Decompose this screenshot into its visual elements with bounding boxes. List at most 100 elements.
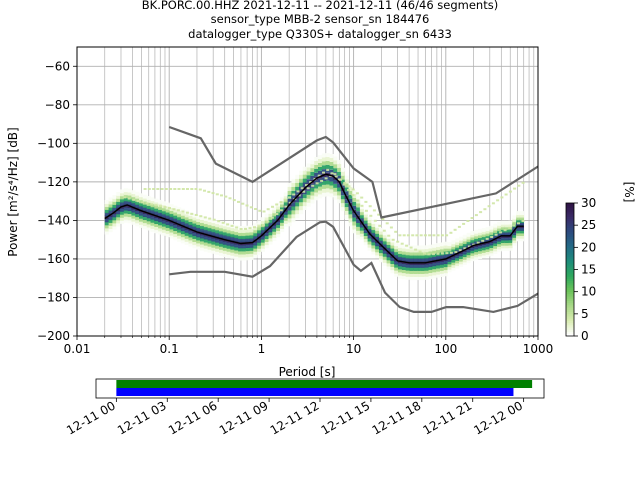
y-tick-label: −140 bbox=[37, 213, 70, 227]
colorbar-segment bbox=[566, 211, 574, 215]
heatmap-cell bbox=[382, 252, 387, 257]
heatmap-cell bbox=[112, 207, 117, 212]
heatmap-cell bbox=[173, 224, 178, 228]
heatmap-cell bbox=[462, 245, 467, 250]
heatmap-cell bbox=[428, 250, 433, 255]
heatmap-faint-cell bbox=[513, 187, 517, 190]
heatmap-faint-cell bbox=[324, 177, 328, 180]
heatmap-cell bbox=[257, 232, 262, 237]
heatmap-cell bbox=[295, 190, 300, 195]
heatmap-cell bbox=[302, 182, 307, 187]
heatmap-cell bbox=[367, 234, 372, 239]
heatmap-cell bbox=[485, 229, 490, 234]
heatmap-cell bbox=[165, 208, 170, 213]
heatmap-cell bbox=[337, 167, 342, 172]
heatmap-cell bbox=[382, 240, 387, 245]
heatmap-faint-cell bbox=[381, 218, 385, 220]
heatmap-cell bbox=[158, 199, 163, 204]
heatmap-cell bbox=[382, 234, 387, 239]
heatmap-cell bbox=[253, 253, 258, 258]
heatmap-cell bbox=[459, 244, 464, 249]
heatmap-cell bbox=[150, 203, 155, 208]
heatmap-cell bbox=[180, 233, 185, 238]
heatmap-cell bbox=[272, 224, 277, 229]
heatmap-cell bbox=[329, 185, 334, 190]
heatmap-cell bbox=[417, 248, 422, 253]
timeline-tick-label: 12-11 21 bbox=[421, 398, 475, 437]
heatmap-cell bbox=[401, 272, 406, 277]
heatmap-faint-cell bbox=[499, 231, 503, 234]
heatmap-cell bbox=[234, 237, 239, 242]
heatmap-cell bbox=[253, 223, 258, 228]
heatmap-cell bbox=[283, 210, 288, 215]
heatmap-cell bbox=[104, 212, 109, 217]
heatmap-faint-cell bbox=[400, 242, 404, 245]
heatmap-cell bbox=[325, 176, 330, 181]
heatmap-cell bbox=[120, 198, 125, 203]
heatmap-cell bbox=[470, 241, 475, 246]
heatmap-cell bbox=[478, 249, 483, 254]
heatmap-faint-cell bbox=[199, 215, 203, 218]
heatmap-faint-cell bbox=[241, 202, 245, 205]
heatmap-faint-cell bbox=[141, 201, 145, 204]
heatmap-cell bbox=[219, 227, 224, 232]
heatmap-cell bbox=[108, 209, 113, 214]
heatmap-cell bbox=[272, 227, 277, 232]
heatmap-cell bbox=[519, 237, 524, 242]
heatmap-cell bbox=[314, 188, 319, 193]
heatmap-faint-cell bbox=[369, 214, 373, 217]
heatmap-cell bbox=[325, 180, 330, 185]
colorbar-segment bbox=[566, 273, 574, 277]
heatmap-cell bbox=[215, 229, 220, 234]
heatmap-cell bbox=[127, 197, 132, 202]
heatmap-cell bbox=[451, 256, 456, 260]
heatmap-cell bbox=[260, 229, 265, 234]
heatmap-cell bbox=[428, 266, 433, 270]
heatmap-cell bbox=[219, 230, 224, 235]
heatmap-cell bbox=[177, 213, 182, 218]
heatmap-cell bbox=[394, 248, 399, 253]
heatmap-cell bbox=[173, 208, 178, 213]
heatmap-cell bbox=[386, 235, 391, 239]
heatmap-cell bbox=[222, 243, 227, 248]
heatmap-cell bbox=[318, 178, 323, 183]
heatmap-faint-cell bbox=[351, 188, 355, 191]
heatmap-cell bbox=[211, 249, 216, 254]
heatmap-cell bbox=[451, 250, 456, 255]
heatmap-cell bbox=[481, 251, 486, 256]
heatmap-cell bbox=[455, 238, 460, 243]
heatmap-cell bbox=[329, 157, 334, 162]
heatmap-cell bbox=[508, 231, 513, 235]
heatmap-cell bbox=[352, 197, 357, 202]
heatmap-faint-cell bbox=[136, 200, 140, 203]
heatmap-cell bbox=[363, 216, 368, 221]
heatmap-cell bbox=[169, 210, 174, 215]
heatmap-cell bbox=[264, 225, 269, 230]
heatmap-cell bbox=[390, 247, 395, 252]
heatmap-cell bbox=[283, 192, 288, 197]
heatmap-cell bbox=[116, 213, 121, 218]
heatmap-cell bbox=[390, 250, 395, 255]
heatmap-cell bbox=[398, 262, 403, 267]
heatmap-cell bbox=[432, 250, 437, 254]
colorbar-segment bbox=[566, 260, 574, 264]
heatmap-cell bbox=[413, 245, 418, 250]
chart-title-line-2: sensor_type MBB-2 sensor_sn 184476 bbox=[210, 12, 430, 26]
heatmap-cell bbox=[253, 229, 258, 234]
heatmap-cell bbox=[116, 198, 121, 202]
heatmap-faint-cell bbox=[237, 200, 240, 203]
heatmap-cell bbox=[375, 233, 380, 237]
heatmap-cell bbox=[253, 241, 258, 246]
heatmap-faint-cell bbox=[169, 188, 173, 190]
heatmap-cell bbox=[253, 247, 258, 252]
heatmap-cell bbox=[188, 218, 193, 222]
heatmap-cell bbox=[417, 245, 422, 250]
heatmap-cell bbox=[154, 204, 159, 209]
heatmap-cell bbox=[363, 213, 368, 218]
heatmap-cell bbox=[135, 194, 140, 199]
heatmap-cell bbox=[512, 220, 517, 225]
heatmap-cell bbox=[318, 155, 323, 159]
heatmap-faint-cell bbox=[305, 184, 308, 187]
heatmap-cell bbox=[466, 256, 471, 261]
